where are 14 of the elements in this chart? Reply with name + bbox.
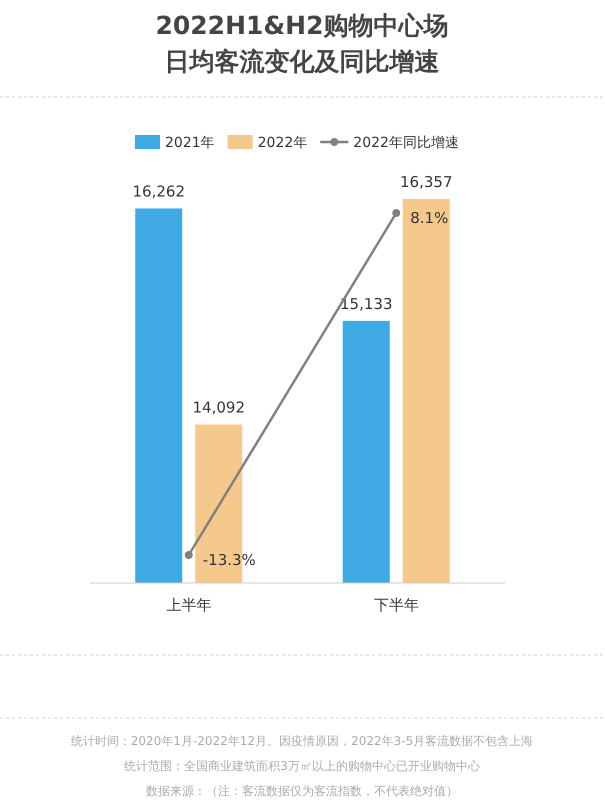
data-label: 8.1%	[410, 209, 448, 227]
x-tick-label: 下半年	[374, 596, 419, 614]
legend-label: 2022年同比增速	[353, 135, 459, 151]
text: 统计范围：全国商业建筑面积3万㎡以上的购物中心已开业购物中心	[124, 759, 480, 773]
chart-title: 2022H1&H2购物中心场日均客流变化及同比增速	[155, 11, 449, 76]
x-tick-label: 上半年	[166, 596, 212, 614]
legend-label: 2021年	[165, 135, 215, 151]
data-label: 16,357	[400, 173, 452, 191]
data-label: 16,262	[132, 182, 185, 200]
source-note: 数据来源：（注：客流数据仅为客流指数，不代表绝对值）	[146, 784, 458, 798]
text: 统计时间：2020年1月-2022年12月。因疫情原因，2022年3-5月客流数据不包含上海	[70, 734, 534, 748]
legend-label: 2022年	[258, 135, 308, 151]
data-label: 15,133	[340, 294, 392, 313]
data-label: 14,092	[192, 398, 245, 416]
